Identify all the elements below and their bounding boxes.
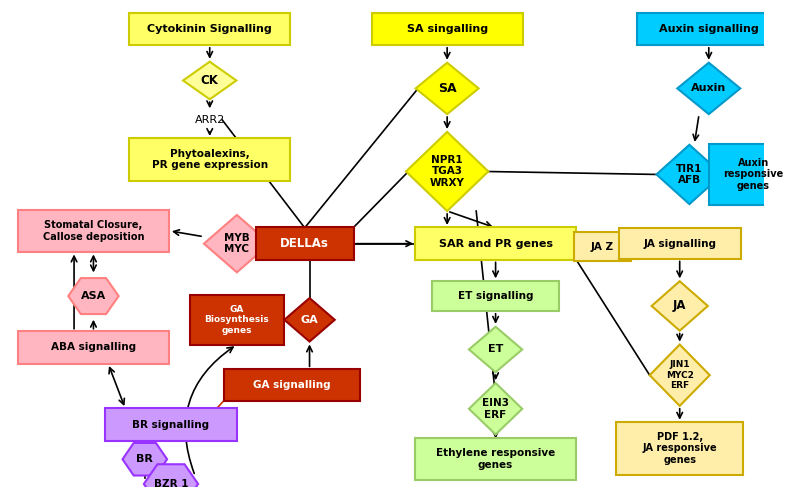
Text: Auxin: Auxin: [691, 83, 726, 93]
Text: PDF 1.2,
JA responsive
genes: PDF 1.2, JA responsive genes: [642, 432, 717, 465]
Text: Auxin
responsive
genes: Auxin responsive genes: [723, 158, 784, 191]
Text: Auxin signalling: Auxin signalling: [659, 24, 759, 34]
Text: BZR 1: BZR 1: [153, 479, 188, 489]
FancyBboxPatch shape: [256, 227, 353, 260]
Text: GA: GA: [301, 315, 319, 325]
Polygon shape: [284, 298, 334, 342]
Text: DELLAs: DELLAs: [280, 237, 329, 250]
Text: EIN3
ERF: EIN3 ERF: [482, 398, 509, 420]
FancyBboxPatch shape: [129, 138, 290, 181]
Polygon shape: [656, 145, 722, 204]
Polygon shape: [416, 63, 478, 114]
Text: Phytoalexins,
PR gene expression: Phytoalexins, PR gene expression: [152, 149, 268, 170]
Text: CK: CK: [201, 74, 219, 87]
FancyBboxPatch shape: [105, 409, 237, 441]
Polygon shape: [123, 443, 167, 475]
Text: TIR1
AFB: TIR1 AFB: [676, 164, 703, 185]
Text: NPR1
TGA3
WRXY: NPR1 TGA3 WRXY: [430, 155, 464, 188]
Text: ARR2: ARR2: [194, 115, 225, 125]
FancyBboxPatch shape: [18, 331, 169, 364]
FancyBboxPatch shape: [574, 232, 630, 261]
Polygon shape: [678, 63, 741, 114]
Text: SA: SA: [438, 82, 456, 95]
Text: SAR and PR genes: SAR and PR genes: [438, 239, 552, 248]
FancyBboxPatch shape: [616, 422, 743, 475]
Text: JA: JA: [673, 300, 686, 312]
FancyBboxPatch shape: [224, 369, 360, 401]
Polygon shape: [652, 281, 708, 330]
Polygon shape: [204, 215, 270, 273]
Polygon shape: [649, 345, 710, 406]
FancyBboxPatch shape: [416, 227, 576, 260]
FancyBboxPatch shape: [371, 13, 523, 45]
Text: MYB
MYC: MYB MYC: [224, 233, 249, 254]
FancyBboxPatch shape: [129, 13, 290, 45]
FancyBboxPatch shape: [709, 144, 787, 205]
FancyBboxPatch shape: [416, 438, 576, 481]
Polygon shape: [183, 62, 236, 99]
Text: Stomatal Closure,
Callose deposition: Stomatal Closure, Callose deposition: [42, 220, 144, 242]
Text: GA signalling: GA signalling: [253, 380, 331, 390]
Text: Cytokinin Signalling: Cytokinin Signalling: [147, 24, 272, 34]
Polygon shape: [469, 383, 523, 435]
FancyBboxPatch shape: [432, 281, 559, 311]
FancyBboxPatch shape: [18, 210, 169, 252]
Polygon shape: [68, 278, 119, 314]
Text: ET: ET: [488, 345, 503, 355]
Text: BR: BR: [136, 454, 153, 464]
Polygon shape: [406, 132, 488, 211]
Text: ET signalling: ET signalling: [458, 291, 534, 301]
Text: ASA: ASA: [81, 291, 106, 301]
Text: JIN1
MYC2
ERF: JIN1 MYC2 ERF: [666, 360, 693, 390]
Text: JA signalling: JA signalling: [643, 239, 716, 248]
FancyBboxPatch shape: [190, 295, 284, 345]
Text: GA
Biosynthesis
genes: GA Biosynthesis genes: [205, 305, 269, 335]
Text: JA Z: JA Z: [590, 242, 614, 251]
FancyBboxPatch shape: [637, 13, 781, 45]
Text: ABA signalling: ABA signalling: [51, 343, 136, 353]
FancyBboxPatch shape: [619, 228, 741, 259]
Text: SA singalling: SA singalling: [407, 24, 488, 34]
Text: BR signalling: BR signalling: [132, 420, 209, 430]
Polygon shape: [144, 464, 198, 491]
Polygon shape: [469, 327, 523, 372]
Text: Ethylene responsive
genes: Ethylene responsive genes: [436, 448, 555, 470]
